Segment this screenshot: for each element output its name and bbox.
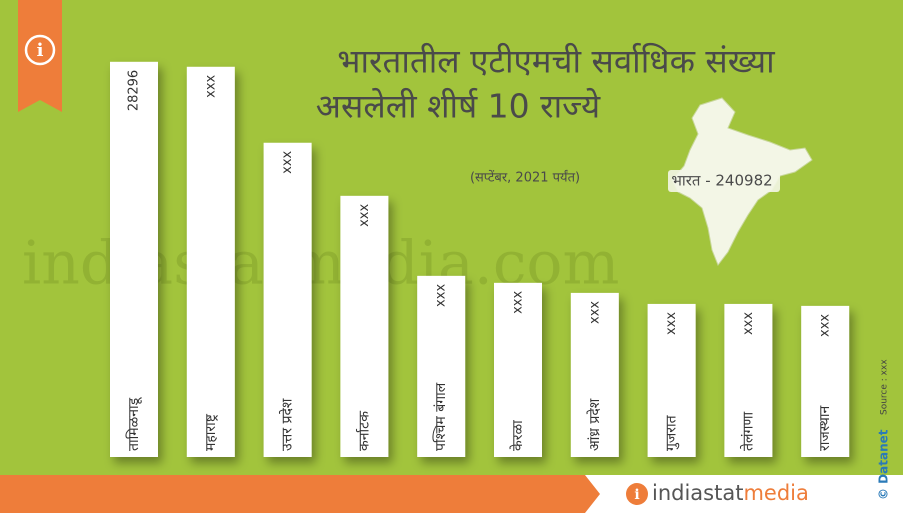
value-label: 28296 — [127, 70, 142, 111]
footer-logo-glyph: i — [634, 487, 639, 503]
subtitle: (सप्टेंबर, 2021 पर्यंत) — [470, 170, 580, 186]
footer-stripe — [0, 475, 600, 513]
category-label: आंध्र प्रदेश — [586, 398, 603, 451]
bar — [570, 292, 619, 457]
title-line: असलेली शीर्ष 10 राज्ये — [316, 87, 601, 126]
value-label: xxx — [280, 150, 295, 173]
annotation-box — [668, 170, 780, 192]
bar — [417, 275, 466, 457]
category-label: केरळा — [509, 420, 526, 451]
bar — [110, 61, 158, 458]
footer-logo-icon — [626, 483, 648, 505]
bar — [340, 195, 389, 457]
bar — [647, 303, 696, 457]
info-ribbon — [18, 0, 62, 112]
category-label: कर्नाटक — [355, 411, 372, 451]
bar — [494, 282, 542, 457]
bar — [801, 305, 850, 457]
copyright: © Datanet — [877, 429, 891, 500]
value-label: xxx — [434, 284, 449, 307]
category-label: तेलंगणा — [739, 412, 756, 451]
footer-brand-a: indiastat — [652, 481, 743, 505]
value-label: xxx — [203, 74, 218, 97]
bar — [263, 142, 312, 457]
category-label: तामिळनाडू — [125, 397, 142, 451]
annotation: भारत - 240982 — [671, 172, 772, 190]
category-label: गुजरात — [664, 414, 680, 451]
source: Source : xxx — [880, 359, 890, 415]
bar — [724, 303, 773, 457]
info-icon — [24, 34, 56, 66]
footer-brand: indiastatmedia — [652, 481, 809, 505]
title-line: भारतातील एटीएमची सर्वाधिक संख्या — [337, 42, 776, 81]
category-label: पश्चिम बंगाल — [432, 382, 449, 451]
category-label: राजस्थान — [817, 406, 833, 451]
value-label: xxx — [511, 291, 526, 314]
value-label: xxx — [587, 301, 602, 324]
value-label: xxx — [357, 204, 372, 227]
bar — [186, 66, 235, 457]
info-icon-glyph: i — [37, 40, 44, 61]
category-label: महाराष्ट्र — [203, 413, 219, 451]
value-label: xxx — [741, 312, 756, 335]
value-label: xxx — [818, 314, 833, 337]
footer-brand-b: media — [743, 481, 808, 505]
value-label: xxx — [664, 312, 679, 335]
category-label: उत्तर प्रदेश — [279, 398, 296, 451]
